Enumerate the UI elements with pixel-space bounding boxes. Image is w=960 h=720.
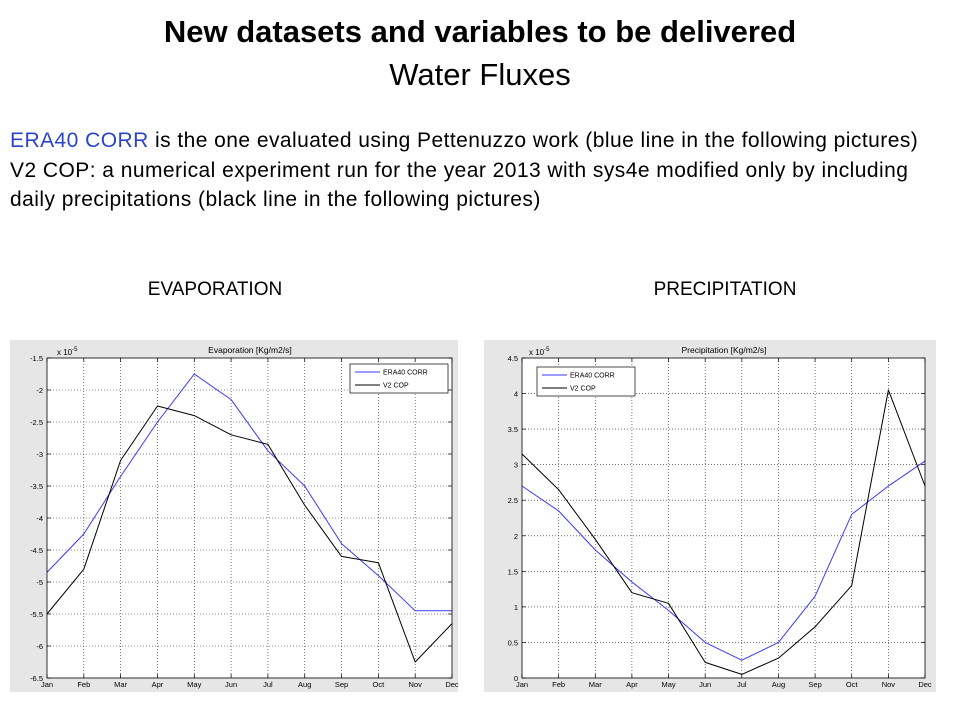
y-tick-label: 0.5 xyxy=(508,638,518,647)
precipitation-figure: Precipitation [Kg/m2/s] x 10-5 Jan Feb Mar… xyxy=(484,340,936,692)
x-tick-label: Apr xyxy=(152,680,164,689)
precipitation-label: PRECIPITATION xyxy=(653,279,797,300)
x-tick-label: Dec xyxy=(445,680,459,689)
y-tick-label: -6.5 xyxy=(30,674,43,683)
x-tick-label: Jan xyxy=(41,680,53,689)
axis-multiplier-exponent: -5 xyxy=(544,347,550,353)
y-tick-label: 0 xyxy=(514,674,518,683)
y-tick-label: 1.5 xyxy=(508,567,518,576)
x-tick-label: Jan xyxy=(516,680,528,689)
x-tick-label: Mar xyxy=(589,680,602,689)
y-tick-label: -3 xyxy=(36,450,43,459)
x-tick-label: May xyxy=(661,680,675,689)
chart-title: Precipitation [Kg/m2/s] xyxy=(681,345,766,355)
y-tick-label: 4 xyxy=(514,390,518,399)
y-tick-label: -2 xyxy=(36,386,43,395)
y-tick-label: -5.5 xyxy=(30,610,43,619)
x-tick-label: Oct xyxy=(846,680,859,689)
legend: ERA40 CORR V2 COP xyxy=(536,366,636,397)
x-tick-label: Jul xyxy=(263,680,273,689)
series-line-era40-corr xyxy=(46,373,452,612)
y-tick-label: -5 xyxy=(36,578,43,587)
y-tick-label: 2 xyxy=(514,532,518,541)
axis-multiplier: x 10-5 xyxy=(529,347,550,357)
evaporation-label: EVAPORATION xyxy=(147,279,283,300)
y-tick-label: 1 xyxy=(514,603,518,612)
y-tick-label: -4 xyxy=(36,514,43,523)
x-tick-label: Feb xyxy=(552,680,565,689)
legend-label: V2 COP xyxy=(570,386,596,393)
body-line-3: daily precipitations (black line in the … xyxy=(10,188,541,211)
legend-label: ERA40 CORR xyxy=(383,370,428,377)
y-tick-label: -6 xyxy=(36,642,43,651)
plot-layer: Jan Feb Mar Apr May Jun Jul Aug Sep Oct Nov Dec 0 0.5… xyxy=(508,354,932,689)
x-tick-label: Mar xyxy=(114,680,127,689)
legend-box xyxy=(349,363,449,394)
x-tick-label: Nov xyxy=(882,680,896,689)
legend-label: V2 COP xyxy=(383,383,409,390)
y-tick-label: 4.5 xyxy=(508,354,518,363)
highlight-text: ERA40 CORR xyxy=(10,129,149,152)
x-tick-label: Aug xyxy=(298,680,311,689)
y-tick-label: 3.5 xyxy=(508,425,518,434)
plot-layer: Jan Feb Mar Apr May Jun Jul Aug Sep Oct Nov Dec -1.5… xyxy=(30,354,459,689)
series-line-era40-corr xyxy=(521,460,926,661)
y-tick-label: -2.5 xyxy=(30,418,43,427)
evaporation-figure: Evaporation [Kg/m2/s] x 10-5 Jan Feb Mar Ap… xyxy=(10,340,459,692)
x-tick-label: Jul xyxy=(737,680,747,689)
x-tick-label: Nov xyxy=(409,680,423,689)
x-tick-label: Apr xyxy=(626,680,638,689)
x-tick-label: Sep xyxy=(808,680,821,689)
legend-label: ERA40 CORR xyxy=(570,373,615,380)
axis-multiplier-exponent: -5 xyxy=(72,347,78,353)
body-line-1: ERA40 CORR is the one evaluated using Pe… xyxy=(10,126,955,156)
legend: ERA40 CORR V2 COP xyxy=(349,363,449,394)
evaporation-chart: Evaporation [Kg/m2/s] x 10-5 Jan Feb Mar Ap… xyxy=(30,345,459,689)
x-tick-label: Sep xyxy=(335,680,348,689)
x-tick-label: Feb xyxy=(77,680,90,689)
body-text: ERA40 CORR is the one evaluated using Pe… xyxy=(10,126,955,215)
y-tick-label: -1.5 xyxy=(30,354,43,363)
plot-area xyxy=(522,358,925,678)
chart-title: Evaporation [Kg/m2/s] xyxy=(208,345,292,355)
x-tick-label: Aug xyxy=(772,680,785,689)
plot-frame xyxy=(521,357,926,679)
body-line-2: V2 COP: a numerical experiment run for t… xyxy=(10,158,909,182)
legend-box xyxy=(536,366,636,397)
axis-multiplier-base: x 10 xyxy=(529,348,545,357)
slide-title: New datasets and variables to be deliver… xyxy=(163,14,797,49)
y-tick-label: 2.5 xyxy=(508,496,518,505)
plot-area xyxy=(47,358,452,678)
y-tick-label: -3.5 xyxy=(30,482,43,491)
x-tick-label: Jun xyxy=(225,680,237,689)
body-line-1-text: is the one evaluated using Pettenuzzo wo… xyxy=(148,129,919,152)
axis-multiplier: x 10-5 xyxy=(57,347,78,357)
x-tick-label: Dec xyxy=(918,680,932,689)
y-tick-label: 3 xyxy=(514,461,518,470)
x-tick-label: Jun xyxy=(699,680,711,689)
series-line-v2-cop xyxy=(46,405,453,663)
series-line-v2-cop xyxy=(521,389,926,675)
slide-subtitle: Water Fluxes xyxy=(389,57,571,92)
y-tick-label: -4.5 xyxy=(30,546,43,555)
x-tick-label: Oct xyxy=(373,680,386,689)
axis-multiplier-base: x 10 xyxy=(57,348,73,357)
precipitation-chart: Precipitation [Kg/m2/s] x 10-5 Jan Feb Mar… xyxy=(508,345,932,689)
x-tick-label: May xyxy=(187,680,201,689)
